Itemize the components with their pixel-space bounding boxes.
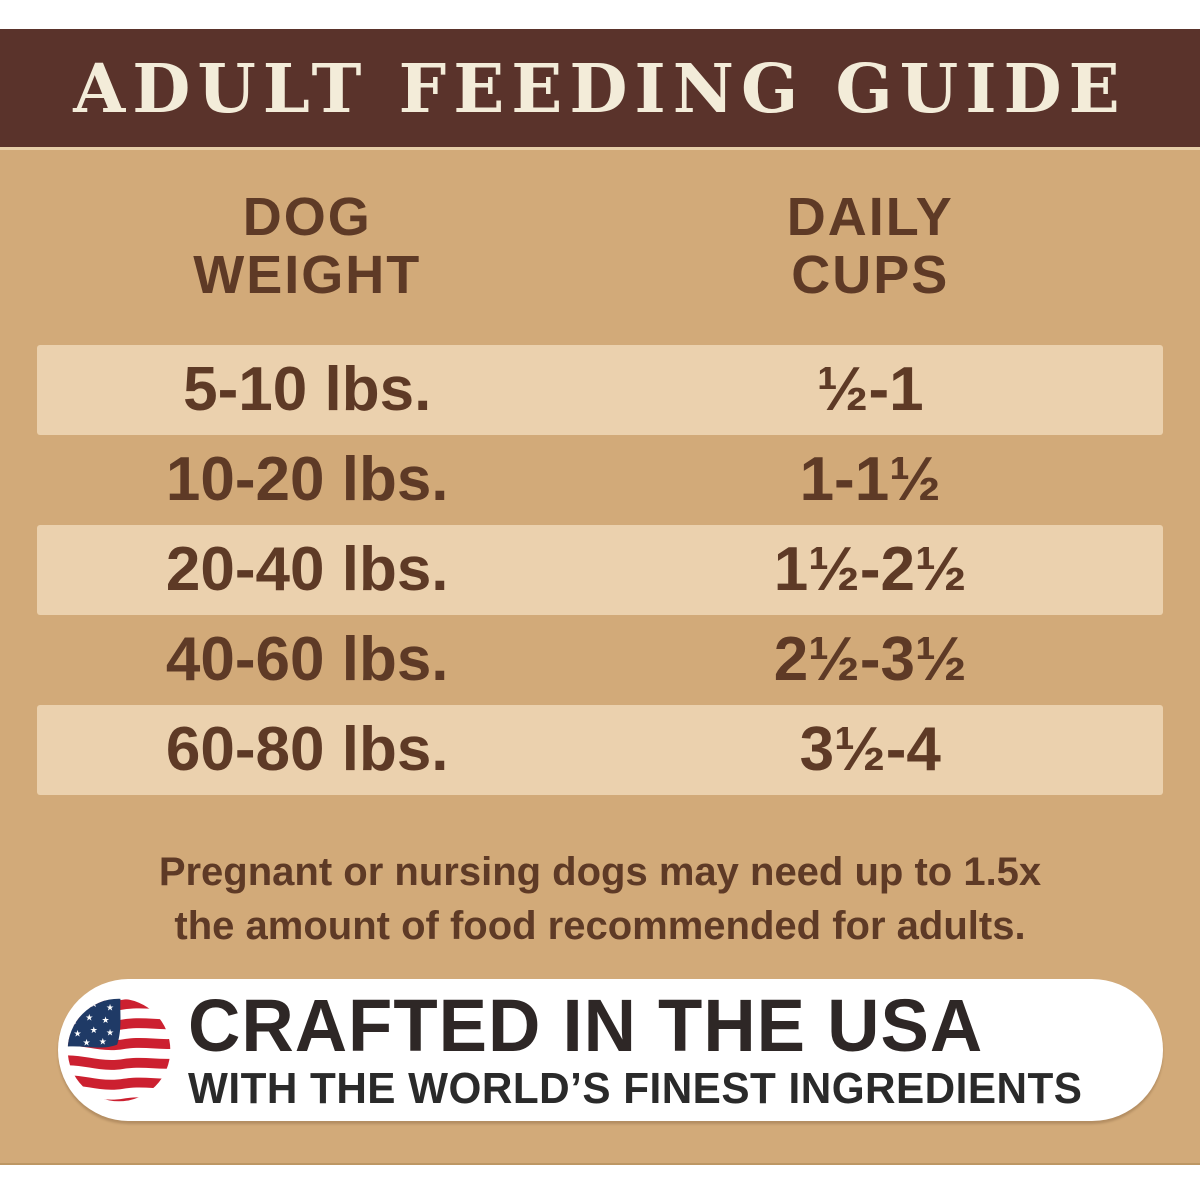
svg-text:★: ★ — [106, 1003, 114, 1013]
svg-text:★: ★ — [106, 1029, 114, 1039]
crafted-headline: CRAFTED IN THE USA — [188, 984, 984, 1067]
pregnant-nursing-note: Pregnant or nursing dogs may need up to … — [158, 850, 1042, 948]
table-row: 5-10 lbs. ½-1 — [37, 345, 1163, 435]
table-row: 20-40 lbs. 1½-2½ — [37, 525, 1163, 615]
dog-weight-value: 5-10 lbs. — [183, 355, 432, 424]
crafted-text-block: CRAFTED IN THE USA WITH THE WORLD’S FINE… — [188, 989, 1120, 1111]
usa-flag-icon: ★ ★ ★ ★ ★ ★ ★ ★ ★ ★ ★ — [65, 996, 173, 1104]
dog-weight-value: 10-20 lbs. — [165, 445, 449, 514]
bottom-white-strip — [0, 1165, 1200, 1200]
daily-cups-value: 3½-4 — [799, 715, 941, 784]
crafted-subline: WITH THE WORLD’S FINEST INGREDIENTS — [188, 1064, 1083, 1113]
svg-text:★: ★ — [70, 1017, 78, 1027]
top-white-strip — [0, 0, 1200, 29]
column-header-dog-weight: DOG WEIGHT — [193, 187, 422, 306]
daily-cups-value: ½-1 — [816, 355, 924, 424]
title-band: ADULT FEEDING GUIDE — [0, 29, 1200, 150]
crafted-in-usa-badge: ★ ★ ★ ★ ★ ★ ★ ★ ★ ★ ★ CRAFTED IN THE USA WITH T… — [58, 979, 1163, 1121]
daily-cups-value: 2½-3½ — [773, 625, 967, 694]
svg-text:★: ★ — [99, 1038, 107, 1048]
svg-text:★: ★ — [74, 1003, 82, 1013]
guide-body: DOG WEIGHT DAILY CUPS 5-10 lbs. ½-1 10-20 … — [0, 150, 1200, 1165]
daily-cups-value: 1-1½ — [799, 445, 941, 514]
svg-text:★: ★ — [90, 1026, 98, 1036]
table-row: 10-20 lbs. 1-1½ — [37, 435, 1163, 525]
table-row: 60-80 lbs. 3½-4 — [37, 705, 1163, 795]
daily-cups-value: 1½-2½ — [773, 535, 967, 604]
svg-text:★: ★ — [90, 1000, 98, 1010]
svg-text:★: ★ — [74, 1030, 82, 1040]
table-header-row: DOG WEIGHT DAILY CUPS — [37, 188, 1163, 318]
page-title: ADULT FEEDING GUIDE — [73, 48, 1127, 128]
column-header-daily-cups: DAILY CUPS — [786, 187, 954, 306]
svg-text:★: ★ — [85, 1013, 93, 1023]
table-row: 40-60 lbs. 2½-3½ — [37, 615, 1163, 705]
dog-weight-value: 40-60 lbs. — [165, 625, 449, 694]
svg-text:★: ★ — [101, 1016, 109, 1026]
dog-weight-value: 20-40 lbs. — [165, 535, 449, 604]
svg-text:★: ★ — [83, 1039, 91, 1049]
dog-weight-value: 60-80 lbs. — [165, 715, 449, 784]
feeding-table: 5-10 lbs. ½-1 10-20 lbs. 1-1½ 20-40 lbs. 1½-2… — [37, 345, 1163, 795]
